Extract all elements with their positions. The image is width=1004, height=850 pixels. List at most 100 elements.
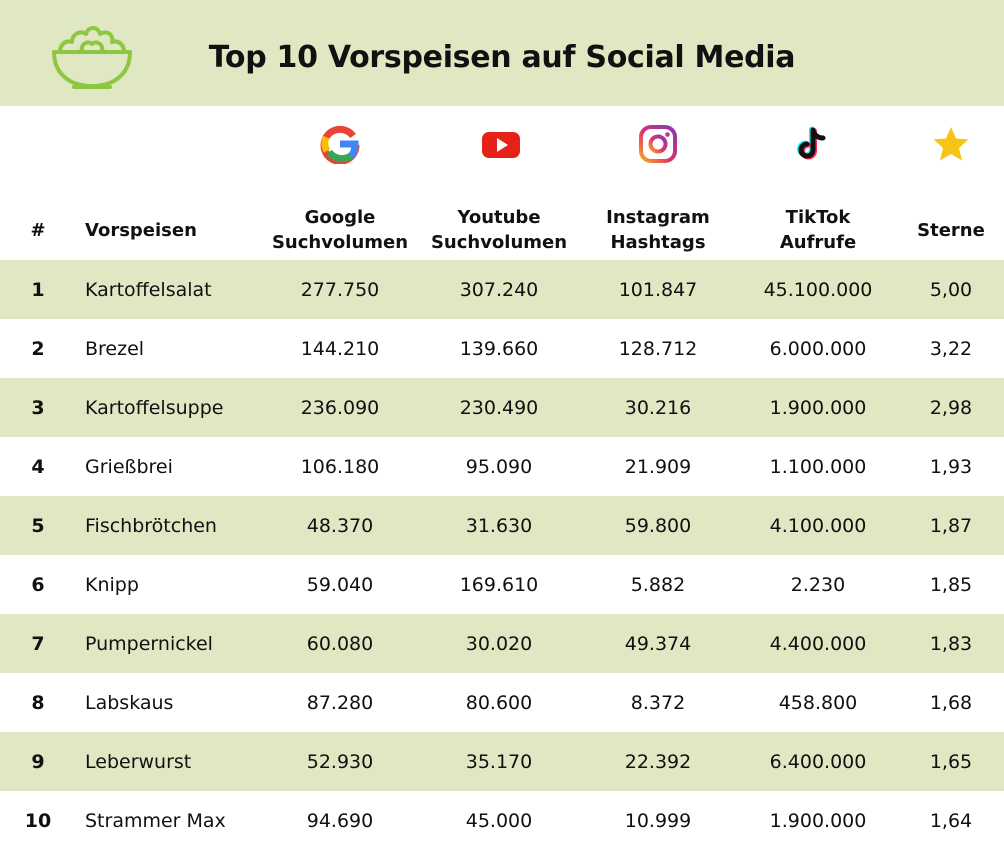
cell-instagram: 22.392 [624, 750, 692, 773]
cell-stars: 1,83 [929, 632, 973, 655]
header-tiktok: TikTok Aufrufe [742, 200, 894, 260]
cell-youtube: 45.000 [465, 809, 533, 832]
cell-instagram: 128.712 [618, 337, 698, 360]
cell-rank: 5 [31, 514, 45, 537]
header-stars: Sterne [906, 200, 996, 260]
header-dish-label: Vorspeisen [85, 219, 197, 241]
cell-google: 52.930 [306, 750, 374, 773]
cell-rank: 8 [31, 691, 45, 714]
cell-tiktok: 45.100.000 [763, 278, 873, 301]
table-row: 9 Leberwurst 52.930 35.170 22.392 6.400.000 1,… [0, 732, 1004, 791]
table-row: 10 Strammer Max 94.690 45.000 10.999 1.900.00… [0, 791, 1004, 850]
cell-dish: Pumpernickel [85, 632, 213, 655]
header-rank-label: # [30, 219, 46, 241]
cell-google: 48.370 [306, 514, 374, 537]
cell-youtube: 31.630 [465, 514, 533, 537]
title-banner: Top 10 Vorspeisen auf Social Media [0, 0, 1004, 106]
cell-dish: Strammer Max [85, 809, 226, 832]
header-google-line1: Google [304, 207, 376, 228]
cell-instagram: 10.999 [624, 809, 692, 832]
table-row: 7 Pumpernickel 60.080 30.020 49.374 4.400.000… [0, 614, 1004, 673]
cell-google: 144.210 [300, 337, 380, 360]
cell-youtube: 80.600 [465, 691, 533, 714]
cell-rank: 6 [31, 573, 45, 596]
page-title: Top 10 Vorspeisen auf Social Media [208, 40, 796, 75]
cell-instagram: 30.216 [624, 396, 692, 419]
cell-stars: 1,85 [929, 573, 973, 596]
tiktok-icon [797, 126, 826, 160]
cell-tiktok: 6.400.000 [769, 750, 867, 773]
cell-instagram: 21.909 [624, 455, 692, 478]
salad-bowl-icon [52, 26, 132, 89]
cell-youtube: 169.610 [459, 573, 539, 596]
cell-instagram: 59.800 [624, 514, 692, 537]
table-row: 2 Brezel 144.210 139.660 128.712 6.000.000 3,2… [0, 319, 1004, 378]
header-youtube-line2: Suchvolumen [430, 232, 568, 253]
cell-stars: 5,00 [929, 278, 973, 301]
cell-dish: Fischbrötchen [85, 514, 217, 537]
instagram-icon [639, 125, 677, 163]
cell-youtube: 307.240 [459, 278, 539, 301]
cell-dish: Kartoffelsalat [85, 278, 212, 301]
cell-tiktok: 4.100.000 [769, 514, 867, 537]
cell-tiktok: 6.000.000 [769, 337, 867, 360]
cell-stars: 1,87 [929, 514, 973, 537]
header-rank: # [18, 200, 58, 260]
cell-instagram: 8.372 [630, 691, 686, 714]
cell-google: 106.180 [300, 455, 380, 478]
table-row: 4 Grießbrei 106.180 95.090 21.909 1.100.000 1,… [0, 437, 1004, 496]
table-row: 1 Kartoffelsalat 277.750 307.240 101.847 45.1… [0, 260, 1004, 319]
cell-tiktok: 1.100.000 [769, 455, 867, 478]
table-row: 5 Fischbrötchen 48.370 31.630 59.800 4.100.00… [0, 496, 1004, 555]
star-icon [933, 127, 969, 161]
youtube-icon [482, 132, 520, 158]
cell-instagram: 101.847 [618, 278, 698, 301]
cell-rank: 1 [31, 278, 45, 301]
cell-stars: 1,93 [929, 455, 973, 478]
table-row: 8 Labskaus 87.280 80.600 8.372 458.800 1,68 [0, 673, 1004, 732]
header-youtube: Youtube Suchvolumen [423, 200, 575, 260]
header-stars-label: Sterne [917, 219, 985, 241]
header-youtube-line1: Youtube [457, 207, 541, 228]
cell-google: 236.090 [300, 396, 380, 419]
table-row: 3 Kartoffelsuppe 236.090 230.490 30.216 1.900… [0, 378, 1004, 437]
header-instagram: Instagram Hashtags [582, 200, 734, 260]
cell-youtube: 95.090 [465, 455, 533, 478]
cell-dish: Knipp [85, 573, 139, 596]
cell-stars: 2,98 [929, 396, 973, 419]
header-instagram-line2: Hashtags [610, 232, 706, 253]
cell-rank: 9 [31, 750, 45, 773]
cell-google: 277.750 [300, 278, 380, 301]
cell-tiktok: 2.230 [790, 573, 846, 596]
cell-google: 87.280 [306, 691, 374, 714]
cell-youtube: 230.490 [459, 396, 539, 419]
header-dish: Vorspeisen [85, 200, 265, 260]
cell-google: 94.690 [306, 809, 374, 832]
cell-youtube: 139.660 [459, 337, 539, 360]
cell-dish: Brezel [85, 337, 145, 360]
cell-tiktok: 1.900.000 [769, 809, 867, 832]
cell-google: 60.080 [306, 632, 374, 655]
cell-dish: Leberwurst [85, 750, 192, 773]
header-google-line2: Suchvolumen [271, 232, 409, 253]
header-google: Google Suchvolumen [264, 200, 416, 260]
cell-rank: 2 [31, 337, 45, 360]
cell-instagram: 5.882 [630, 573, 686, 596]
cell-stars: 3,22 [929, 337, 973, 360]
cell-rank: 3 [31, 396, 45, 419]
cell-instagram: 49.374 [624, 632, 692, 655]
cell-youtube: 35.170 [465, 750, 533, 773]
cell-google: 59.040 [306, 573, 374, 596]
cell-stars: 1,64 [929, 809, 973, 832]
cell-dish: Labskaus [85, 691, 174, 714]
cell-dish: Kartoffelsuppe [85, 396, 224, 419]
header-tiktok-line1: TikTok [785, 207, 851, 228]
cell-rank: 10 [24, 809, 52, 832]
cell-tiktok: 458.800 [778, 691, 858, 714]
header-tiktok-line2: Aufrufe [779, 232, 857, 253]
cell-stars: 1,68 [929, 691, 973, 714]
header-instagram-line1: Instagram [606, 207, 710, 228]
cell-rank: 7 [31, 632, 45, 655]
google-icon [320, 125, 360, 164]
cell-tiktok: 4.400.000 [769, 632, 867, 655]
